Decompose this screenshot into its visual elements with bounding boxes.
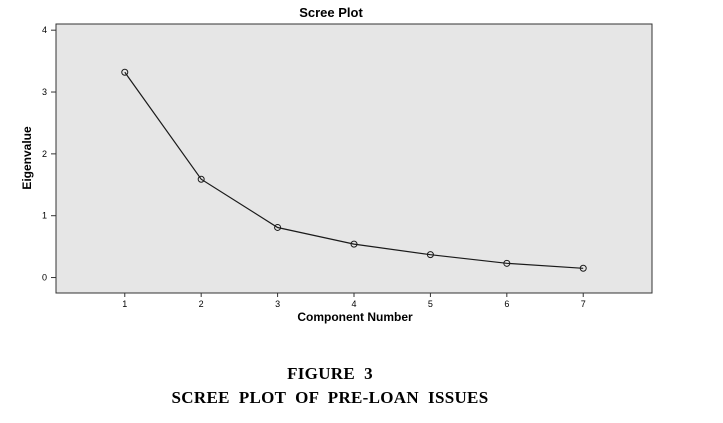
data-points (121, 68, 587, 272)
y-tick-label: 0 (42, 273, 47, 283)
y-tick-label: 2 (42, 149, 47, 159)
data-point (426, 251, 434, 259)
x-tick-label: 1 (122, 299, 127, 309)
y-tick-label: 3 (42, 87, 47, 97)
figure-title: SCREE PLOT OF PRE-LOAN ISSUES (171, 388, 489, 407)
figure-number: FIGURE 3 (287, 364, 373, 383)
data-point (350, 240, 358, 248)
scree-plot-chart: Scree Plot 0 1 2 3 4 1 2 3 4 5 6 7 Component Numbe… (20, 5, 653, 324)
eigenvalue-series-line (124, 71, 584, 269)
x-tick-label: 6 (504, 299, 509, 309)
y-tick-label: 1 (42, 211, 47, 221)
x-axis-label: Component Number (297, 310, 413, 324)
data-point (274, 223, 282, 231)
y-axis: 0 1 2 3 4 (42, 25, 56, 283)
data-point (579, 264, 587, 272)
data-point (197, 175, 205, 183)
plot-area (55, 23, 653, 294)
x-tick-label: 5 (428, 299, 433, 309)
x-tick-label: 3 (275, 299, 280, 309)
data-point (121, 68, 129, 76)
y-axis-label: Eigenvalue (20, 126, 34, 190)
x-axis: 1 2 3 4 5 6 7 (122, 293, 586, 309)
data-point (503, 259, 511, 267)
chart-title: Scree Plot (299, 5, 363, 20)
x-tick-label: 7 (581, 299, 586, 309)
x-tick-label: 2 (199, 299, 204, 309)
x-tick-label: 4 (351, 299, 356, 309)
y-tick-label: 4 (42, 25, 47, 35)
